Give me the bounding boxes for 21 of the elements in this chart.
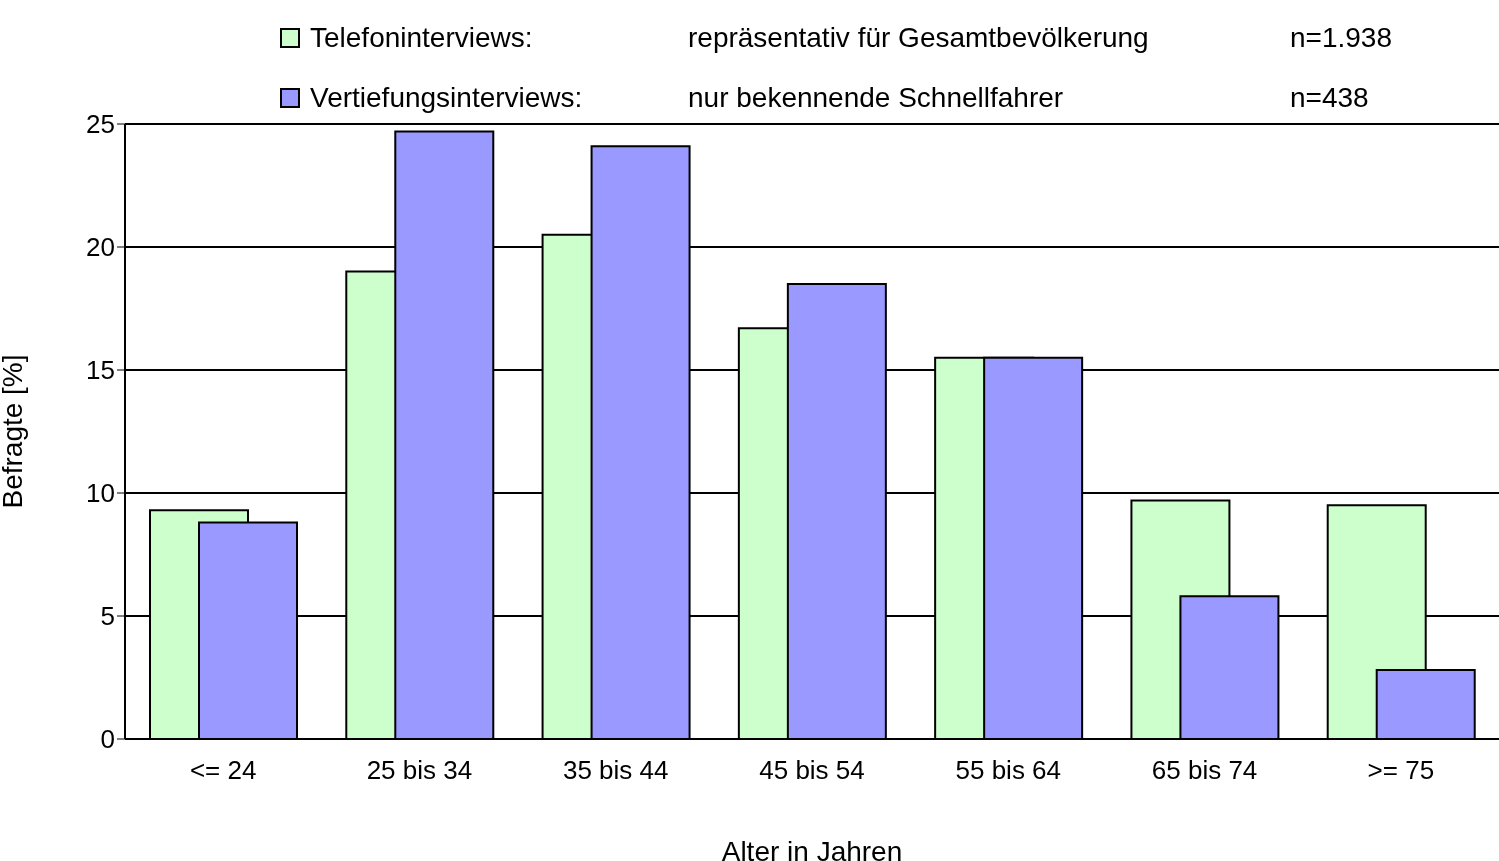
x-tick-label: <= 24 [189, 755, 257, 786]
legend-label: Telefoninterviews: [310, 22, 534, 54]
x-tick-label: 55 bis 64 [955, 755, 1062, 786]
x-tick-label: 25 bis 34 [366, 755, 473, 786]
text: n=1.938 [1290, 22, 1392, 53]
y-tick-label: 25 [86, 109, 115, 140]
x-tick-label: 45 bis 54 [759, 755, 865, 786]
text: repräsentativ für Gesamtbevölkerung [688, 22, 1149, 53]
y-tick-label: 10 [86, 478, 115, 509]
text: nur bekennende Schnellfahrer [688, 82, 1064, 113]
x-tick-label: 35 bis 44 [562, 755, 669, 786]
y-axis-title: Befragte [%] [0, 354, 28, 509]
x-axis-title: Alter in Jahren [721, 836, 903, 861]
x-tick-label: >= 75 [1367, 755, 1435, 786]
text: n=438 [1290, 82, 1369, 113]
y-tick-label: 5 [100, 601, 115, 632]
y-tick-label: 15 [86, 355, 115, 386]
x-tick-label: 65 bis 74 [1151, 755, 1258, 786]
y-tick-label: 20 [86, 232, 115, 263]
y-tick-label: 0 [100, 724, 115, 755]
legend-label: Vertiefungsinterviews: [310, 82, 584, 114]
